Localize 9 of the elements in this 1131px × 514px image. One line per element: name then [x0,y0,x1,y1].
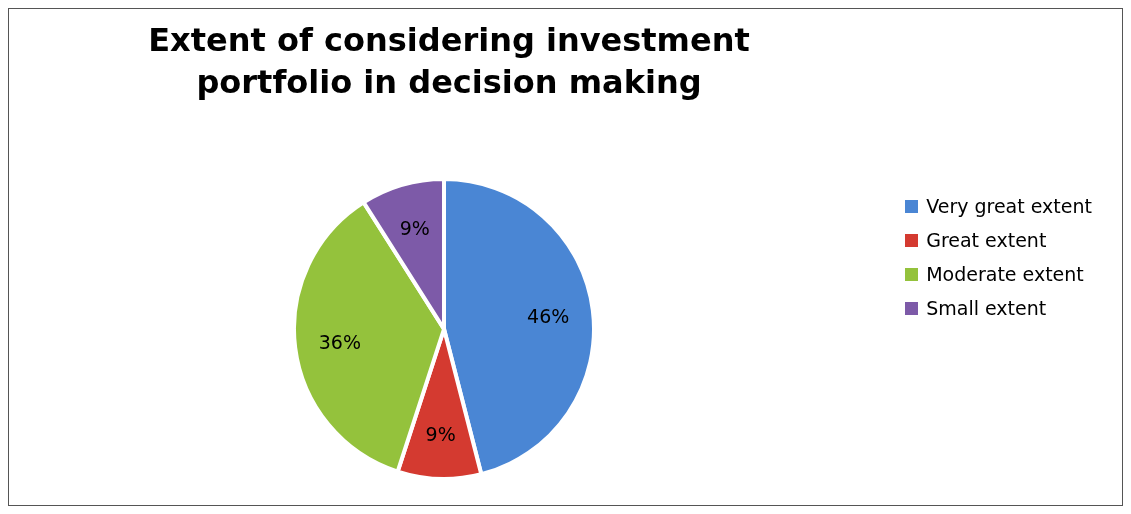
legend-label: Great extent [926,229,1047,251]
legend-label: Small extent [926,297,1047,319]
data-label: 46% [527,304,570,327]
data-label: 9% [425,422,456,445]
legend-label: Very great extent [926,195,1092,217]
data-label: 9% [399,217,430,240]
chart-title: Extent of considering investment portfolio in decision making [147,20,751,103]
data-label: 36% [318,331,361,354]
legend-label: Moderate extent [926,263,1084,285]
